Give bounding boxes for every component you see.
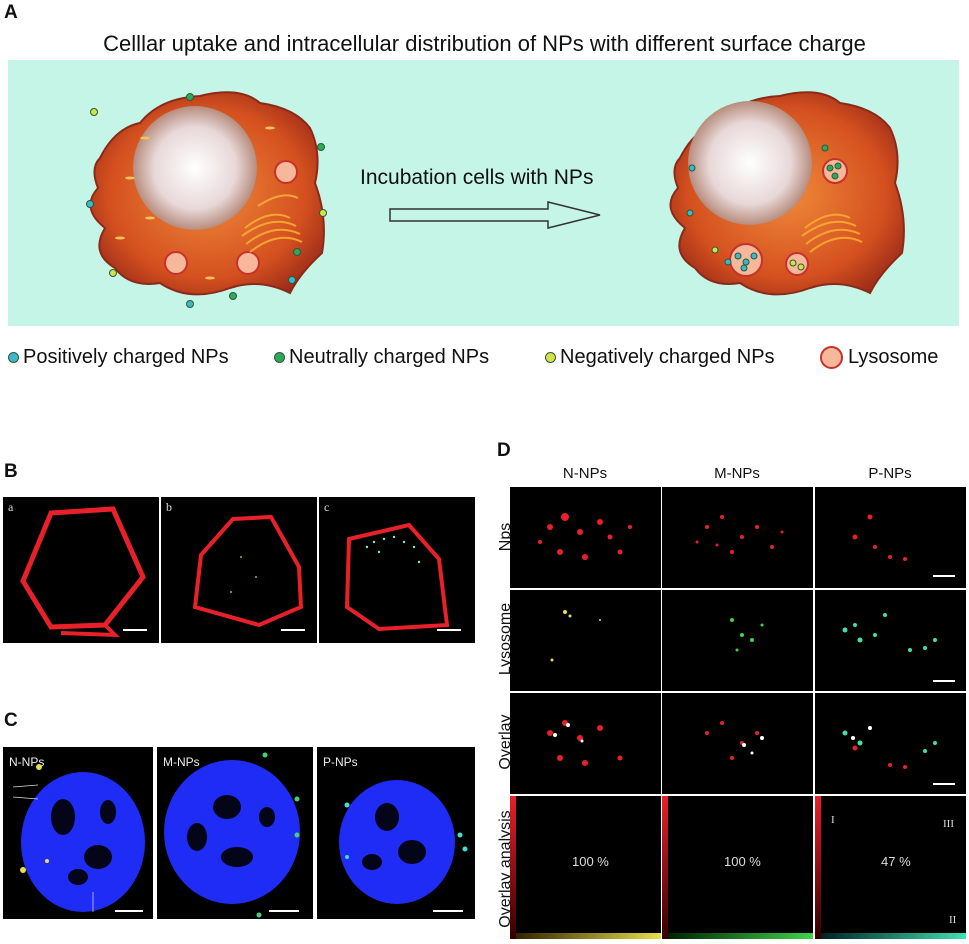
cell-before-illustration: [89, 91, 325, 296]
panel-a-letter: A: [4, 2, 18, 23]
right-arrow-icon: [389, 201, 601, 229]
micrograph-c-m-nps: M-NPs: [157, 747, 313, 919]
d-overlay-n: [510, 693, 661, 794]
d-analysis-n: 100 %: [510, 796, 661, 939]
d-lysosome-n: [510, 590, 661, 691]
legend-positive: Positively charged NPs: [8, 346, 229, 369]
d-overlay-m: [662, 693, 813, 794]
overlay-percent-p: 47 %: [881, 854, 911, 869]
column-header-n-nps: N-NPs: [562, 465, 608, 482]
d-nps-n: [510, 487, 661, 588]
legend-lysosome: Lysosome: [820, 346, 938, 369]
panel-c-letter: C: [4, 710, 18, 731]
subpanel-label: N-NPs: [9, 755, 45, 769]
d-overlay-p: [815, 693, 966, 794]
quadrant-label: I: [831, 814, 835, 826]
subpanel-label: P-NPs: [323, 755, 358, 769]
micrograph-b-c: c: [319, 497, 475, 643]
lysosome-icon: [820, 346, 843, 369]
legend-negative-label: Negatively charged NPs: [560, 346, 775, 368]
legend-neutral: Neutrally charged NPs: [274, 346, 489, 369]
panel-a-title: Celllar uptake and intracellular distrib…: [103, 31, 866, 56]
column-header-p-nps: P-NPs: [868, 465, 912, 482]
d-analysis-p: I III 47 % II: [815, 796, 966, 939]
d-nps-m: [662, 487, 813, 588]
panel-d-letter: D: [497, 440, 511, 461]
micrograph-b-a: a: [3, 497, 159, 643]
quadrant-label: II: [949, 914, 957, 926]
legend-negative: Negatively charged NPs: [545, 346, 775, 369]
cell-after-illustration: [669, 91, 905, 296]
extracellular-nps: [86, 93, 327, 308]
overlay-percent-n: 100 %: [572, 854, 609, 869]
negative-np-icon: [545, 352, 556, 363]
legend-lysosome-label: Lysosome: [848, 346, 939, 368]
legend-positive-label: Positively charged NPs: [23, 346, 229, 368]
column-header-m-nps: M-NPs: [714, 465, 760, 482]
d-lysosome-m: [662, 590, 813, 691]
micrograph-c-n-nps: N-NPs: [3, 747, 153, 919]
micrograph-c-p-nps: P-NPs: [317, 747, 475, 919]
panel-b-letter: B: [4, 461, 18, 482]
positive-np-icon: [8, 352, 19, 363]
incubation-label: Incubation cells with NPs: [360, 166, 594, 189]
micrograph-b-b: b: [161, 497, 317, 643]
subpanel-label: M-NPs: [163, 755, 200, 769]
legend-neutral-label: Neutrally charged NPs: [289, 346, 490, 368]
neutral-np-icon: [274, 352, 285, 363]
subpanel-label: c: [324, 500, 330, 514]
overlay-percent-m: 100 %: [724, 854, 761, 869]
subpanel-label: a: [8, 500, 14, 514]
d-analysis-m: 100 %: [662, 796, 813, 939]
quadrant-label: III: [943, 818, 954, 830]
d-nps-p: [815, 487, 966, 588]
subpanel-label: b: [166, 500, 172, 514]
d-lysosome-p: [815, 590, 966, 691]
